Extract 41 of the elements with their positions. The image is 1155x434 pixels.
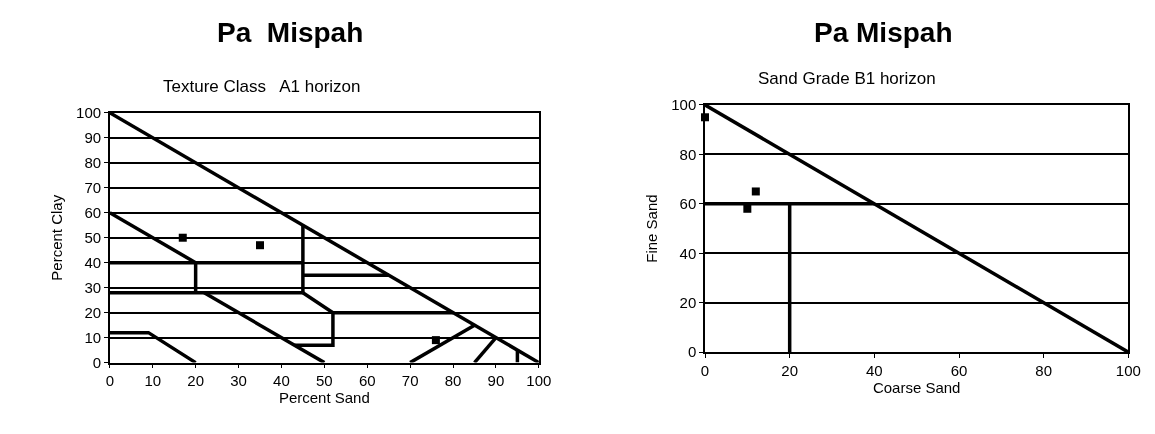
x-tick-label: 40 [865,361,883,379]
y-tick-label: 20 [84,303,102,321]
x-axis-title: Coarse Sand [872,378,961,396]
chart-subtitle: Texture Class A1 horizon [163,77,361,96]
chart-title: Pa Mispah [217,17,364,48]
y-tick-label: 60 [84,203,102,221]
x-tick-label: 50 [316,372,333,390]
y-axis-title: Percent Clay [47,194,65,281]
y-tick-label: 60 [679,195,697,213]
y-tick-label: 30 [84,278,102,296]
x-tick-label: 0 [700,361,710,379]
x-tick-label: 30 [230,372,247,390]
y-tick-label: 90 [84,129,102,147]
chart-title: Pa Mispah [814,17,953,48]
x-tick-label: 100 [1115,361,1141,379]
x-tick-label: 10 [144,372,162,390]
x-tick-label: 60 [950,361,968,379]
x-tick-label: 20 [187,372,204,390]
y-tick-label: 40 [679,244,697,262]
chart-subtitle: Sand Grade B1 horizon [758,69,936,88]
y-tick-label: 50 [84,228,102,246]
x-tick-label: 60 [358,372,376,390]
x-tick-label: 100 [526,372,552,390]
x-tick-label: 20 [781,361,799,379]
y-tick-label: 70 [84,179,102,197]
y-tick-label: 40 [84,253,102,271]
y-tick-label: 0 [687,343,697,361]
y-tick-label: 100 [76,104,102,122]
x-tick-label: 90 [487,372,505,390]
y-tick-label: 80 [679,145,697,163]
x-tick-label: 80 [444,372,462,390]
y-axis-title: Fine Sand [642,194,660,263]
x-axis-title: Percent Sand [278,389,370,407]
y-tick-label: 80 [84,154,102,172]
x-tick-label: 70 [401,372,419,390]
x-tick-label: 80 [1035,361,1053,379]
x-tick-label: 0 [105,372,115,390]
y-tick-label: 20 [679,293,697,311]
x-tick-label: 40 [273,372,290,390]
y-tick-label: 10 [84,328,102,346]
y-tick-label: 100 [671,96,697,114]
